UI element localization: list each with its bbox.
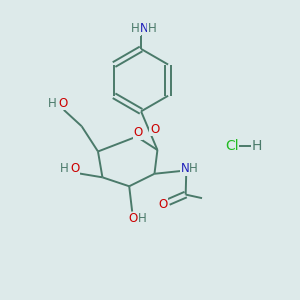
Text: O: O <box>133 126 142 139</box>
Text: H: H <box>189 162 198 175</box>
Text: O: O <box>158 199 168 212</box>
Text: H: H <box>131 22 140 35</box>
Text: H: H <box>138 212 147 226</box>
Text: H: H <box>48 97 57 110</box>
Text: O: O <box>70 162 80 175</box>
Text: H: H <box>60 162 69 175</box>
Text: O: O <box>128 212 137 226</box>
Text: N: N <box>181 162 189 175</box>
Text: Cl: Cl <box>225 139 238 152</box>
Text: H: H <box>252 139 262 152</box>
Text: O: O <box>58 97 68 110</box>
Text: N: N <box>140 22 148 34</box>
Text: H: H <box>148 22 157 35</box>
Text: O: O <box>150 123 159 136</box>
